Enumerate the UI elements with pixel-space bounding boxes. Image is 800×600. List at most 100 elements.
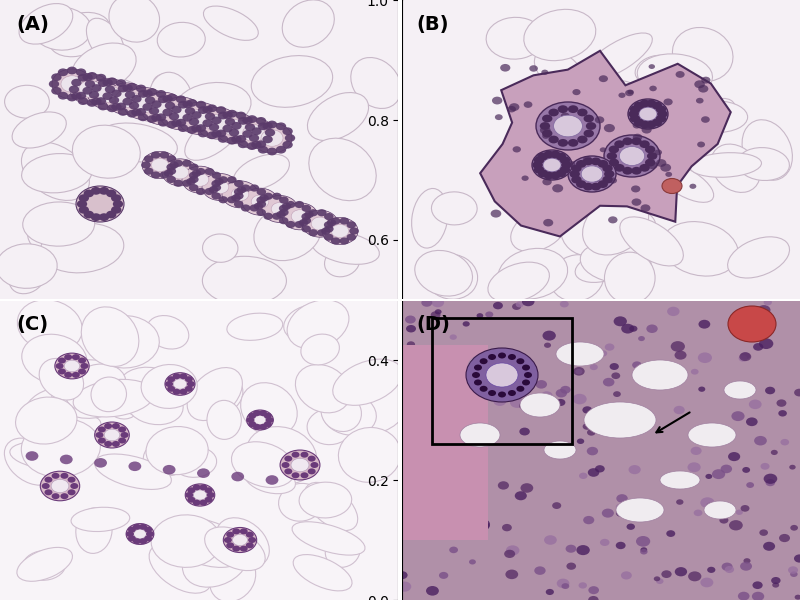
Circle shape — [125, 91, 135, 98]
Circle shape — [474, 379, 482, 385]
Ellipse shape — [594, 80, 640, 112]
Circle shape — [654, 149, 662, 155]
Circle shape — [76, 68, 86, 76]
Circle shape — [670, 341, 685, 352]
Circle shape — [111, 206, 122, 214]
Circle shape — [263, 193, 273, 200]
Circle shape — [731, 411, 745, 421]
Ellipse shape — [72, 43, 136, 91]
Circle shape — [536, 152, 546, 160]
Circle shape — [123, 88, 166, 120]
Ellipse shape — [203, 6, 258, 40]
Circle shape — [64, 372, 72, 378]
Circle shape — [728, 452, 740, 461]
Circle shape — [652, 119, 662, 127]
Ellipse shape — [431, 192, 477, 225]
Circle shape — [729, 520, 742, 530]
Circle shape — [531, 400, 545, 410]
Ellipse shape — [414, 250, 473, 296]
Circle shape — [790, 525, 798, 530]
Circle shape — [401, 355, 408, 361]
Circle shape — [282, 203, 291, 210]
Ellipse shape — [583, 33, 652, 80]
Circle shape — [604, 170, 614, 178]
Circle shape — [156, 90, 166, 98]
Circle shape — [231, 194, 241, 202]
Circle shape — [52, 69, 92, 99]
Circle shape — [454, 433, 462, 438]
Circle shape — [266, 148, 277, 155]
Circle shape — [151, 151, 161, 158]
Circle shape — [516, 358, 524, 364]
Circle shape — [556, 389, 567, 397]
Circle shape — [746, 482, 754, 488]
Circle shape — [178, 124, 188, 132]
Circle shape — [513, 146, 521, 152]
Circle shape — [271, 202, 289, 215]
Circle shape — [454, 421, 462, 427]
Circle shape — [141, 92, 185, 125]
Ellipse shape — [15, 397, 77, 444]
Circle shape — [211, 116, 222, 124]
Circle shape — [96, 97, 106, 105]
Circle shape — [191, 173, 209, 186]
Circle shape — [604, 135, 660, 177]
Circle shape — [621, 508, 628, 513]
Circle shape — [739, 352, 751, 361]
Circle shape — [142, 103, 153, 111]
Ellipse shape — [90, 324, 132, 358]
Circle shape — [573, 394, 586, 404]
Circle shape — [480, 386, 488, 392]
Ellipse shape — [292, 522, 365, 555]
Circle shape — [588, 586, 599, 594]
Circle shape — [650, 86, 657, 91]
Ellipse shape — [22, 334, 87, 384]
Circle shape — [583, 157, 594, 165]
Circle shape — [540, 122, 550, 130]
Ellipse shape — [49, 13, 110, 57]
Circle shape — [238, 140, 248, 148]
Circle shape — [609, 178, 617, 184]
Ellipse shape — [287, 300, 349, 349]
Circle shape — [215, 113, 256, 144]
Circle shape — [279, 217, 289, 224]
Circle shape — [94, 422, 130, 448]
Circle shape — [577, 136, 587, 143]
Circle shape — [187, 487, 195, 493]
Ellipse shape — [284, 305, 331, 340]
Circle shape — [346, 221, 356, 229]
Circle shape — [631, 199, 642, 206]
Circle shape — [286, 201, 295, 208]
Circle shape — [185, 107, 195, 115]
Circle shape — [284, 455, 292, 461]
Circle shape — [598, 160, 608, 168]
Circle shape — [600, 539, 610, 546]
Ellipse shape — [305, 482, 358, 530]
Circle shape — [638, 336, 645, 341]
Circle shape — [308, 469, 316, 475]
Ellipse shape — [632, 360, 688, 390]
Circle shape — [507, 106, 516, 112]
Circle shape — [656, 106, 666, 113]
Circle shape — [294, 201, 304, 208]
Circle shape — [560, 166, 570, 173]
Circle shape — [90, 213, 101, 221]
Ellipse shape — [688, 423, 736, 447]
Ellipse shape — [334, 373, 408, 434]
Ellipse shape — [582, 196, 649, 255]
Circle shape — [209, 186, 218, 193]
Circle shape — [298, 219, 308, 226]
Circle shape — [765, 387, 775, 394]
Circle shape — [301, 452, 309, 458]
Circle shape — [446, 357, 459, 366]
Circle shape — [790, 465, 796, 470]
Circle shape — [116, 79, 126, 87]
Ellipse shape — [524, 10, 596, 61]
Circle shape — [540, 126, 550, 134]
Circle shape — [262, 136, 273, 143]
Circle shape — [291, 210, 309, 223]
Circle shape — [642, 126, 652, 134]
Circle shape — [64, 354, 72, 360]
Circle shape — [467, 456, 475, 463]
Circle shape — [139, 538, 147, 544]
